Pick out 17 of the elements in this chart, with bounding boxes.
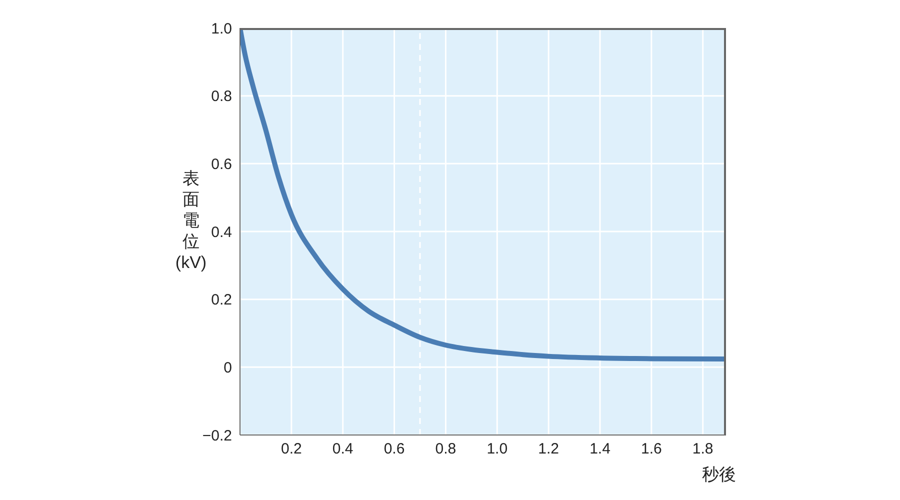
y-tick-label: 1.0 [211, 20, 232, 38]
y-tick-label: 0 [224, 359, 232, 376]
y-tick-label: 0.4 [211, 224, 232, 241]
x-tick-label: 1.6 [641, 440, 662, 458]
x-tick-label: 0.2 [281, 440, 302, 458]
y-tick-label: 0.2 [211, 292, 232, 309]
x-tick-label: 1.4 [590, 440, 610, 458]
x-tick-label: 0.6 [384, 440, 405, 458]
x-tick-label: 0.8 [435, 440, 456, 458]
y-tick-label: 0.6 [211, 156, 232, 173]
x-tick-label: 1.8 [692, 440, 714, 458]
y-tick-label: −0.2 [202, 427, 232, 444]
x-tick-label: 0.4 [332, 440, 354, 458]
x-tick-label: 1.0 [486, 440, 508, 458]
x-axis-title: 秒後 [702, 464, 736, 486]
x-tick-label: 1.2 [538, 440, 559, 458]
y-tick-label: 0.8 [211, 88, 232, 106]
